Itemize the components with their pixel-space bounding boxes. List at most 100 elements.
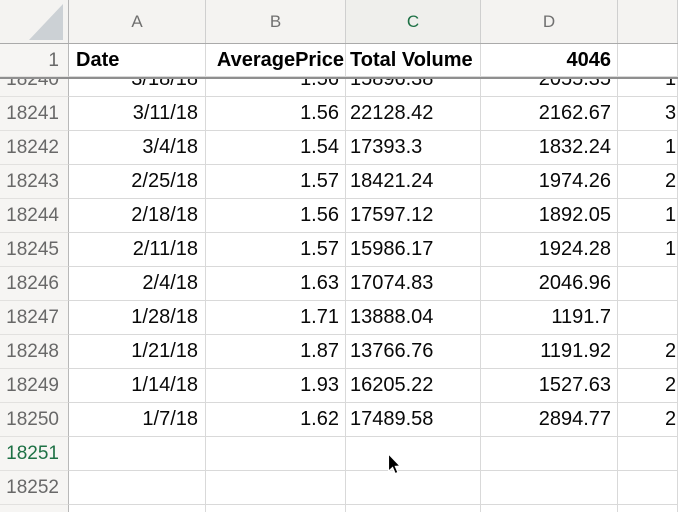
column-header-a[interactable]: A (69, 0, 206, 43)
cell-totalvolume[interactable] (346, 437, 481, 471)
cell-date[interactable]: 2/11/18 (69, 233, 206, 267)
cell-e[interactable]: 2 (618, 165, 678, 199)
column-header-e[interactable] (618, 0, 678, 43)
cell-e[interactable] (618, 471, 678, 505)
cell-totalvolume[interactable]: 17074.83 (346, 267, 481, 301)
cell-e[interactable]: 3 (618, 97, 678, 131)
cell-totalvolume[interactable]: 13766.76 (346, 335, 481, 369)
cell-e[interactable] (618, 301, 678, 335)
cell-averageprice[interactable]: 1.57 (206, 165, 346, 199)
cell-totalvolume[interactable]: 16205.22 (346, 369, 481, 403)
cell-averageprice[interactable]: 1.93 (206, 369, 346, 403)
cell-4046[interactable]: 1191.7 (481, 301, 618, 335)
cell-date[interactable] (69, 437, 206, 471)
cell-averageprice-header[interactable]: AveragePrice (206, 44, 346, 77)
cell-date[interactable]: 1/14/18 (69, 369, 206, 403)
row-header[interactable]: 18244 (0, 199, 69, 233)
cell-totalvolume[interactable]: 15986.17 (346, 233, 481, 267)
cell-date[interactable]: 1/28/18 (69, 301, 206, 335)
cell-4046[interactable]: 1892.05 (481, 199, 618, 233)
column-header-c[interactable]: C (346, 0, 481, 43)
cell-totalvolume-header[interactable]: Total Volume (346, 44, 481, 77)
cell-totalvolume[interactable]: 13888.04 (346, 301, 481, 335)
cell-4046[interactable]: 2894.77 (481, 403, 618, 437)
cell-averageprice[interactable]: 1.56 (206, 199, 346, 233)
cell-4046[interactable]: 1832.24 (481, 131, 618, 165)
row-header[interactable]: 1 (0, 44, 69, 77)
cell-totalvolume[interactable]: 18421.24 (346, 165, 481, 199)
row-header[interactable]: 18240 (0, 79, 69, 97)
cell-4046[interactable]: 1924.28 (481, 233, 618, 267)
row-header[interactable]: 18249 (0, 369, 69, 403)
cell-e[interactable]: 1 (618, 79, 678, 97)
cell-averageprice[interactable]: 1.71 (206, 301, 346, 335)
row-header[interactable]: 18248 (0, 335, 69, 369)
column-header-b[interactable]: B (206, 0, 346, 43)
row-header[interactable]: 18250 (0, 403, 69, 437)
cell-averageprice[interactable]: 1.56 (206, 79, 346, 97)
cell-totalvolume[interactable]: 17597.12 (346, 199, 481, 233)
cell-e[interactable] (618, 505, 678, 512)
cell-date[interactable]: 3/11/18 (69, 97, 206, 131)
cell-date[interactable]: 3/4/18 (69, 131, 206, 165)
row-header[interactable]: 18245 (0, 233, 69, 267)
cell-4046[interactable]: 2162.67 (481, 97, 618, 131)
cell-e[interactable]: 1 (618, 131, 678, 165)
cell-date[interactable]: 1/21/18 (69, 335, 206, 369)
cell-averageprice[interactable]: 1.57 (206, 233, 346, 267)
cell-averageprice[interactable]: 1.87 (206, 335, 346, 369)
row-header[interactable]: 18241 (0, 97, 69, 131)
cell-e-header[interactable] (618, 44, 678, 77)
cell-averageprice[interactable]: 1.62 (206, 403, 346, 437)
cell-totalvolume[interactable]: 15896.38 (346, 79, 481, 97)
row-header[interactable]: 18251 (0, 437, 69, 471)
row-header[interactable]: 18247 (0, 301, 69, 335)
cell-averageprice[interactable] (206, 437, 346, 471)
cell-4046[interactable]: 1974.26 (481, 165, 618, 199)
cell-date[interactable]: 2/25/18 (69, 165, 206, 199)
cell-4046-header[interactable]: 4046 (481, 44, 618, 77)
cell-e[interactable]: 1 (618, 233, 678, 267)
row-header[interactable]: 18252 (0, 471, 69, 505)
cell-date[interactable]: 2/4/18 (69, 267, 206, 301)
row-header[interactable]: 18242 (0, 131, 69, 165)
cell-e[interactable]: 2 (618, 369, 678, 403)
cell-4046[interactable]: 2046.96 (481, 267, 618, 301)
row-header[interactable]: 18246 (0, 267, 69, 301)
cell-date[interactable]: 1/7/18 (69, 403, 206, 437)
select-all-icon (29, 4, 63, 40)
table-row: 18242 3/4/18 1.54 17393.3 1832.24 1 (0, 131, 678, 165)
table-row (0, 505, 678, 512)
cell-date[interactable] (69, 505, 206, 512)
row-header[interactable]: 18243 (0, 165, 69, 199)
cell-e[interactable] (618, 267, 678, 301)
select-all-corner[interactable] (0, 0, 69, 43)
cell-totalvolume[interactable] (346, 505, 481, 512)
cell-date[interactable]: 3/18/18 (69, 79, 206, 97)
cell-4046[interactable] (481, 471, 618, 505)
cell-e[interactable]: 1 (618, 199, 678, 233)
cell-e[interactable]: 2 (618, 403, 678, 437)
cell-date[interactable]: 2/18/18 (69, 199, 206, 233)
cell-totalvolume[interactable]: 17489.58 (346, 403, 481, 437)
column-header-d[interactable]: D (481, 0, 618, 43)
cell-4046[interactable]: 2055.35 (481, 79, 618, 97)
cell-4046[interactable]: 1191.92 (481, 335, 618, 369)
cell-averageprice[interactable]: 1.56 (206, 97, 346, 131)
cell-averageprice[interactable] (206, 471, 346, 505)
cell-4046[interactable] (481, 437, 618, 471)
cell-totalvolume[interactable] (346, 471, 481, 505)
cell-totalvolume[interactable]: 22128.42 (346, 97, 481, 131)
cell-averageprice[interactable] (206, 505, 346, 512)
cell-averageprice[interactable]: 1.54 (206, 131, 346, 165)
row-header[interactable] (0, 505, 69, 512)
cell-e[interactable]: 2 (618, 335, 678, 369)
cell-date[interactable] (69, 471, 206, 505)
cell-date-header[interactable]: Date (69, 44, 206, 77)
cell-4046[interactable]: 1527.63 (481, 369, 618, 403)
cell-averageprice[interactable]: 1.63 (206, 267, 346, 301)
cell-4046[interactable] (481, 505, 618, 512)
cell-e[interactable] (618, 437, 678, 471)
cell-totalvolume[interactable]: 17393.3 (346, 131, 481, 165)
